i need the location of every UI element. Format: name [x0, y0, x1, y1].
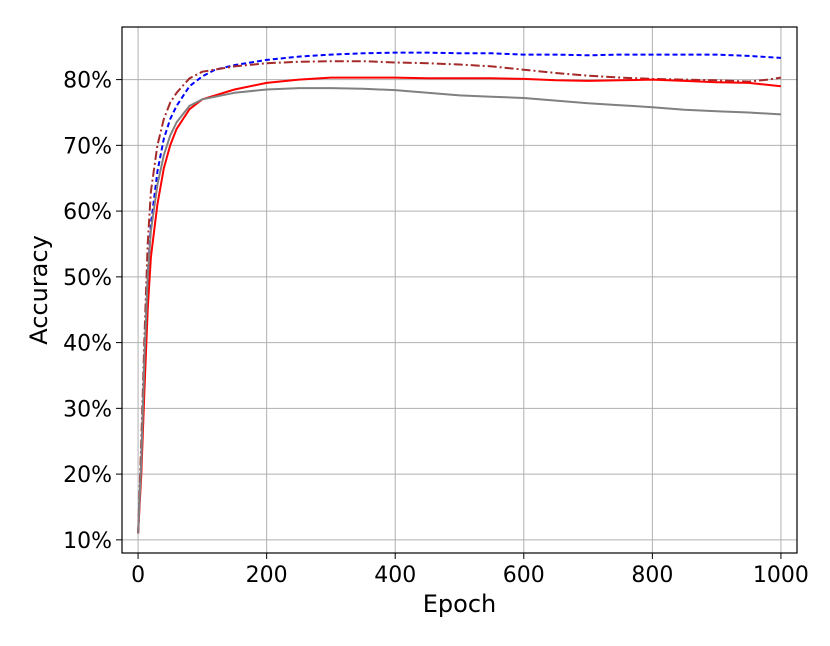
ticks: 0 200 400 600 800 1000 10% 20% 30% 40% 50% 60% 70% 80… — [63, 69, 809, 588]
y-axis-label: Accuracy — [25, 235, 53, 345]
series-line-3 — [137, 76, 782, 534]
x-tick-label: 1000 — [753, 563, 809, 588]
series-line-1 — [137, 51, 781, 534]
y-tick-label: 80% — [63, 69, 112, 94]
x-tick-label: 400 — [374, 563, 416, 588]
y-tick-label: 50% — [63, 266, 112, 291]
y-tick-label: 70% — [63, 134, 112, 159]
y-tick-label: 40% — [63, 332, 112, 357]
y-tick-label: 20% — [63, 463, 112, 488]
series-line-4 — [137, 87, 781, 534]
x-tick-label: 0 — [131, 563, 145, 588]
x-tick-label: 600 — [503, 563, 545, 588]
x-tick-label: 800 — [631, 563, 673, 588]
series-lines — [137, 51, 782, 534]
y-tick-label: 30% — [63, 397, 112, 422]
series-line-2 — [137, 60, 782, 534]
plot-frame — [121, 26, 798, 554]
y-tick-label: 60% — [63, 200, 112, 225]
x-tick-label: 200 — [246, 563, 288, 588]
grid — [122, 27, 797, 553]
x-axis-label: Epoch — [423, 590, 497, 618]
y-tick-label: 10% — [63, 529, 112, 554]
